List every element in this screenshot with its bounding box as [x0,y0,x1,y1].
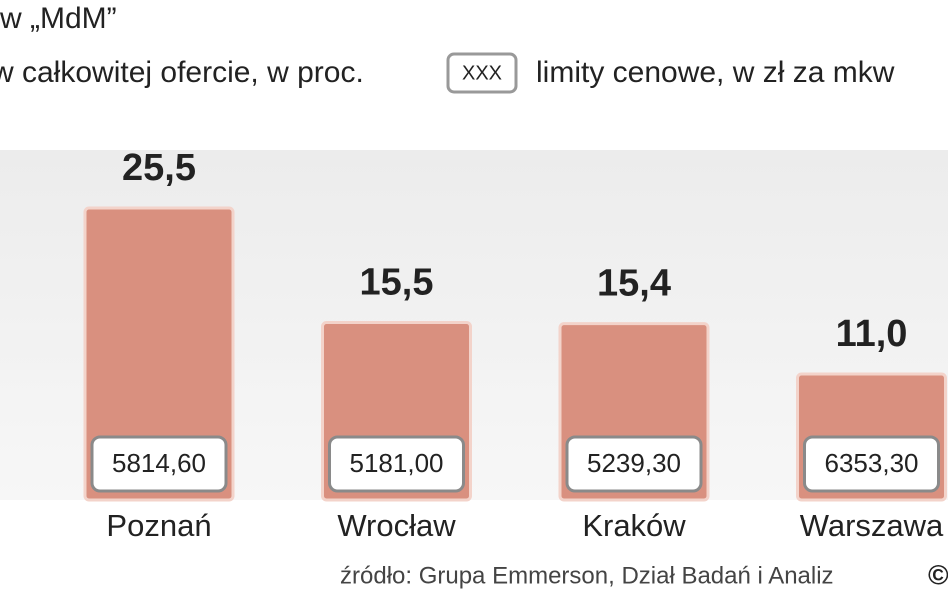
limit-box [328,435,465,493]
limit-label: 6353,30 [825,448,919,478]
value-label: 25,5 [122,147,196,189]
legend-box [446,52,518,94]
legend-box-label: XXX [462,62,502,84]
legend-text: limity cenowe, w zł za mkw [536,56,895,89]
limit-box [90,435,228,493]
copyright: © [928,559,948,590]
x-tick-label: Poznań [106,508,211,543]
limit-box [565,435,703,493]
x-tick-label: Kraków [582,508,686,543]
limit-label: 5239,30 [587,448,681,478]
bar [83,206,235,502]
chart-title: w „MdM” [0,2,117,35]
chart-subtitle: w całkowitej ofercie, w proc. [0,56,364,89]
source: źródło: Grupa Emmerson, Dział Badań i An… [340,562,834,589]
x-tick-label: Warszawa [800,508,944,543]
value-label: 15,5 [360,262,434,304]
limit-label: 5814,60 [112,448,206,478]
limit-label: 5181,00 [350,448,444,478]
limit-box [803,435,940,493]
value-label: 15,4 [597,263,671,305]
x-tick-label: Wrocław [337,508,456,543]
value-label: 11,0 [836,313,908,355]
